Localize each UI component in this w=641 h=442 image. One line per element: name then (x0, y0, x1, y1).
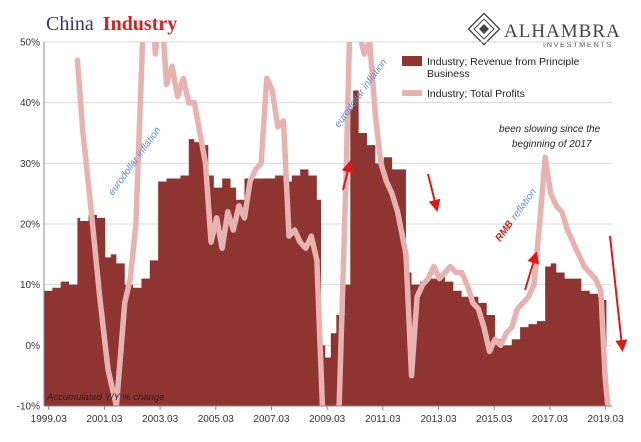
arrow-up-2009 (341, 160, 354, 191)
x-tick-label: 1999.03 (31, 414, 68, 425)
arrow-up-2016 (524, 251, 540, 291)
x-tick-label: 2005.03 (198, 414, 235, 425)
annotation-inflation-2: eurodollar inflation (333, 57, 390, 130)
revenue-area (44, 90, 607, 406)
legend-label-profits: Industry; Total Profits (427, 88, 525, 100)
series-revenue (44, 90, 607, 406)
arrow-down-2012 (427, 173, 441, 212)
logo-subtitle: INVESTMENTS (543, 40, 613, 49)
y-tick-label: 0% (26, 341, 41, 352)
series-profits (74, 42, 611, 406)
y-tick-label: 40% (20, 98, 40, 109)
arrow-down-2019 (609, 235, 628, 352)
alhambra-logo: ALHAMBRA INVESTMENTS (467, 12, 621, 49)
x-tick-label: 2001.03 (86, 414, 123, 425)
y-tick-label: 50% (20, 38, 40, 49)
legend: Industry; Revenue from Principle Busines… (402, 56, 582, 100)
axes: 50% 40% 30% 20% 10% 0% -10%1999.03 2001.03 2003.… (17, 38, 624, 426)
legend-label-revenue-line2: Business (427, 68, 470, 80)
y-tick-label: 20% (20, 220, 40, 231)
profits-line (74, 42, 611, 406)
x-tick-label: 2009.03 (309, 414, 346, 425)
annotation-slowing-line1: been slowing since the (499, 124, 601, 135)
y-tick-label: 10% (20, 280, 40, 291)
annotation-rmb: RMBreflation (494, 186, 540, 243)
x-tick-label: 2015.03 (476, 414, 513, 425)
x-tick-label: 2007.03 (253, 414, 290, 425)
y-tick-label: -10% (17, 402, 40, 413)
y-tick-label: 30% (20, 159, 40, 170)
x-tick-label: 2017.03 (532, 414, 569, 425)
legend-swatch-revenue (402, 56, 422, 66)
legend-label-revenue-line1: Industry; Revenue from Principle (427, 56, 579, 68)
logo-name: ALHAMBRA (504, 21, 621, 42)
alhambra-logo-icon (467, 12, 501, 46)
x-tick-label: 2013.03 (420, 414, 457, 425)
title-part-china: China (46, 13, 94, 35)
x-tick-label: 2011.03 (365, 414, 401, 425)
annotation-slowing-line2: beginning of 2017 (512, 139, 592, 150)
footnote: Accumulated Y/Y % change (46, 392, 164, 403)
legend-swatch-profits (402, 90, 422, 96)
x-tick-label: 2019.03 (588, 414, 625, 425)
legend-label-revenue: Industry; Revenue from Principle Busines… (427, 56, 582, 80)
x-tick-label: 2003.03 (142, 414, 179, 425)
chart-title: China Industry (46, 13, 177, 35)
title-part-industry: Industry (103, 13, 177, 35)
